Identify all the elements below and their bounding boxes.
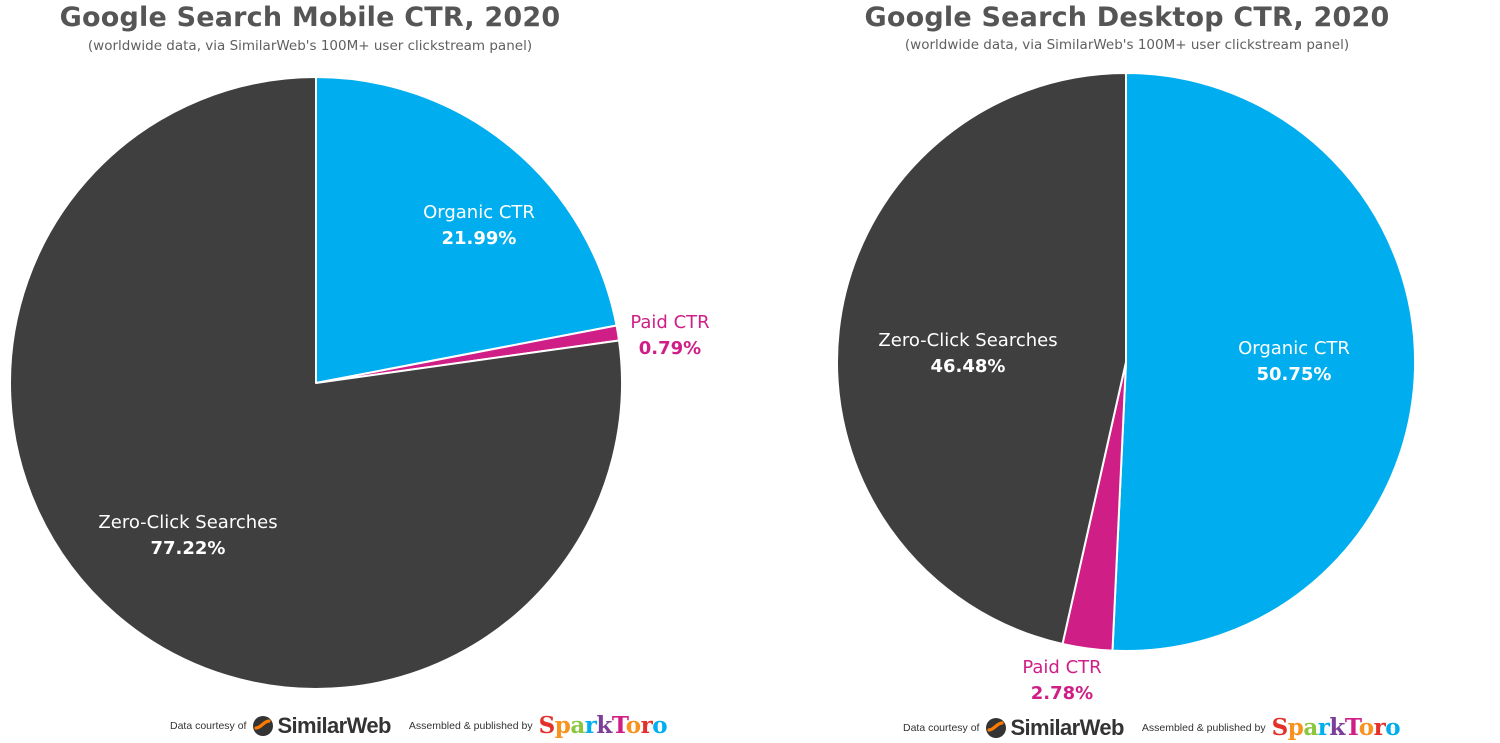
desktop-value-paid-ctr: 2.78% xyxy=(1031,683,1093,704)
desktop-label-paid-ctr: Paid CTR xyxy=(1022,657,1101,678)
desktop-pie-chart: Organic CTR 50.75% Paid CTR 2.78% Zero-Click… xyxy=(836,72,1416,704)
mobile-pie-chart: Organic CTR 21.99% Paid CTR 0.79% Zero-Click… xyxy=(9,76,710,690)
mobile-label-zero-click-searches: Zero-Click Searches xyxy=(98,512,277,533)
desktop-slice-organic-ctr xyxy=(1111,72,1416,652)
sparktoro-logo: SparkToro xyxy=(1271,714,1401,741)
similarweb-logo-icon xyxy=(253,715,274,736)
mobile-chart-title: Google Search Mobile CTR, 2020 xyxy=(59,2,561,33)
desktop-label-organic-ctr: Organic CTR xyxy=(1238,338,1350,359)
mobile-chart-subtitle: (worldwide data, via SimilarWeb's 100M+ … xyxy=(87,38,533,54)
mobile-slice-organic-ctr xyxy=(315,76,618,384)
published-by-text: Assembled & published by xyxy=(408,719,533,732)
desktop-value-zero-click-searches: 46.48% xyxy=(931,356,1006,377)
similarweb-logo: SimilarWeb xyxy=(277,712,391,738)
similarweb-logo-icon xyxy=(986,717,1007,738)
desktop-chart-title: Google Search Desktop CTR, 2020 xyxy=(864,2,1390,33)
data-courtesy-text: Data courtesy of xyxy=(903,721,980,734)
mobile-footer: Data courtesy of SimilarWeb Assembled & … xyxy=(170,712,668,739)
mobile-slice-zero-click-searches xyxy=(9,76,623,690)
mobile-value-paid-ctr: 0.79% xyxy=(639,338,701,359)
desktop-footer: Data courtesy of SimilarWeb Assembled & … xyxy=(903,714,1401,741)
desktop-label-zero-click-searches: Zero-Click Searches xyxy=(878,330,1057,351)
published-by-text: Assembled & published by xyxy=(1141,721,1266,734)
mobile-label-organic-ctr: Organic CTR xyxy=(423,202,535,223)
sparktoro-logo: SparkToro xyxy=(538,712,668,739)
desktop-chart-subtitle: (worldwide data, via SimilarWeb's 100M+ … xyxy=(904,37,1350,53)
mobile-value-organic-ctr: 21.99% xyxy=(442,228,517,249)
data-courtesy-text: Data courtesy of xyxy=(170,719,247,732)
desktop-slice-zero-click-searches xyxy=(836,72,1127,645)
similarweb-logo: SimilarWeb xyxy=(1010,714,1124,740)
mobile-label-paid-ctr: Paid CTR xyxy=(630,312,709,333)
mobile-value-zero-click-searches: 77.22% xyxy=(151,538,226,559)
desktop-value-organic-ctr: 50.75% xyxy=(1257,364,1332,385)
